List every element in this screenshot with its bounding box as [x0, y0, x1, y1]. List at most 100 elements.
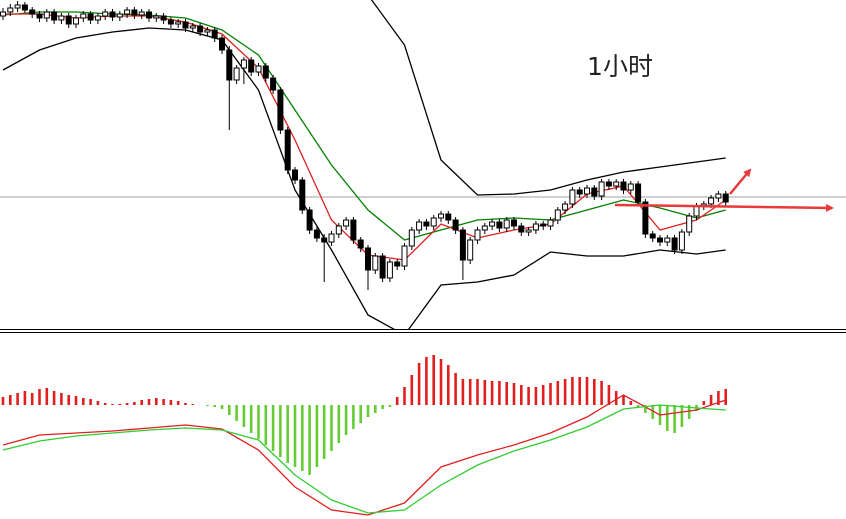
candle-body: [554, 209, 561, 221]
candle-body: [511, 219, 517, 227]
candle-body: [233, 67, 240, 81]
candle-body: [182, 21, 189, 29]
candle-body: [671, 237, 678, 251]
candle-body: [292, 169, 298, 181]
candle-body: [569, 189, 576, 205]
forecast-arrow: [729, 168, 752, 195]
candle-body: [255, 65, 262, 73]
candle-body: [343, 219, 350, 227]
candle-body: [496, 221, 503, 229]
candle-body: [445, 213, 452, 221]
candle-body: [167, 19, 174, 25]
candle-body: [51, 11, 58, 21]
candle-body: [175, 21, 182, 25]
candle-body: [21, 4, 28, 11]
candle-body: [562, 203, 569, 211]
candle-body: [540, 223, 547, 227]
candle-body: [379, 255, 386, 279]
candle-body: [591, 187, 598, 197]
candle-body: [620, 181, 627, 191]
indicator-line: [2, 394, 726, 516]
candle-body: [80, 13, 87, 19]
candle-body: [160, 15, 167, 21]
candle-body: [576, 189, 583, 195]
candle-body: [94, 15, 101, 21]
candle-body: [627, 183, 634, 191]
candle-body: [321, 237, 328, 243]
candle-body: [365, 247, 371, 271]
indicator-line: [2, 27, 726, 329]
candle-body: [657, 237, 663, 243]
candle-body: [518, 225, 525, 233]
candle-body: [204, 29, 211, 33]
candle-body: [708, 197, 715, 205]
candle-body: [350, 219, 357, 241]
candle-body: [532, 223, 539, 231]
candle-body: [197, 25, 204, 33]
candle-body: [73, 17, 79, 25]
candle-body: [299, 179, 306, 211]
candle-body: [131, 9, 138, 16]
candle-body: [146, 11, 152, 19]
candle-body: [722, 193, 729, 203]
candle-body: [43, 11, 50, 19]
candle-body: [474, 229, 481, 241]
candle-body: [584, 187, 590, 195]
timeframe-label: 1小时: [587, 52, 653, 81]
indicator-line: [2, 404, 726, 514]
candle-body: [642, 201, 649, 235]
candle-body: [408, 229, 415, 247]
candle-body: [14, 4, 21, 9]
candle-body: [598, 181, 605, 197]
candle-body: [452, 219, 459, 231]
forecast-arrow: [614, 203, 834, 212]
candle-body: [248, 59, 255, 73]
candle-body: [416, 221, 423, 231]
indicator-line: [370, 0, 726, 196]
candle-body: [116, 13, 123, 18]
candle-body: [262, 65, 269, 79]
candle-body: [525, 229, 532, 233]
candle-body: [211, 29, 218, 39]
candle-body: [138, 11, 145, 16]
candle-body: [313, 229, 320, 239]
candle-body: [372, 255, 379, 271]
candle-body: [547, 219, 554, 227]
candle-body: [277, 89, 284, 131]
candle-body: [459, 229, 466, 261]
candle-body: [715, 193, 722, 199]
candle-body: [430, 217, 437, 227]
candle-body: [489, 221, 496, 227]
candle-body: [686, 215, 693, 233]
candle-body: [240, 59, 247, 69]
candle-body: [664, 237, 671, 243]
candle-body: [605, 181, 612, 187]
candle-body: [386, 261, 393, 279]
candle-body: [7, 7, 14, 13]
candle-body: [503, 219, 510, 229]
candle-body: [335, 225, 342, 235]
price-panel: [0, 0, 729, 329]
candle-body: [649, 233, 656, 239]
candle-body: [109, 11, 116, 18]
candle-body: [357, 239, 364, 249]
candle-body: [423, 221, 430, 227]
candle-body: [394, 261, 401, 267]
macd-panel: [1, 355, 728, 516]
candle-body: [226, 49, 233, 81]
candle-body: [635, 183, 642, 203]
candle-body: [306, 209, 313, 231]
candle-body: [124, 9, 131, 15]
candle-body: [678, 231, 685, 251]
candle-body: [29, 9, 36, 15]
candle-body: [36, 13, 43, 19]
candle-body: [613, 181, 620, 187]
candle-body: [102, 11, 109, 17]
candle-body: [270, 77, 277, 91]
candle-body: [284, 129, 291, 171]
candle-body: [153, 15, 160, 19]
candle-body: [693, 205, 700, 217]
candle-body: [328, 233, 335, 243]
candle-body: [219, 37, 225, 51]
